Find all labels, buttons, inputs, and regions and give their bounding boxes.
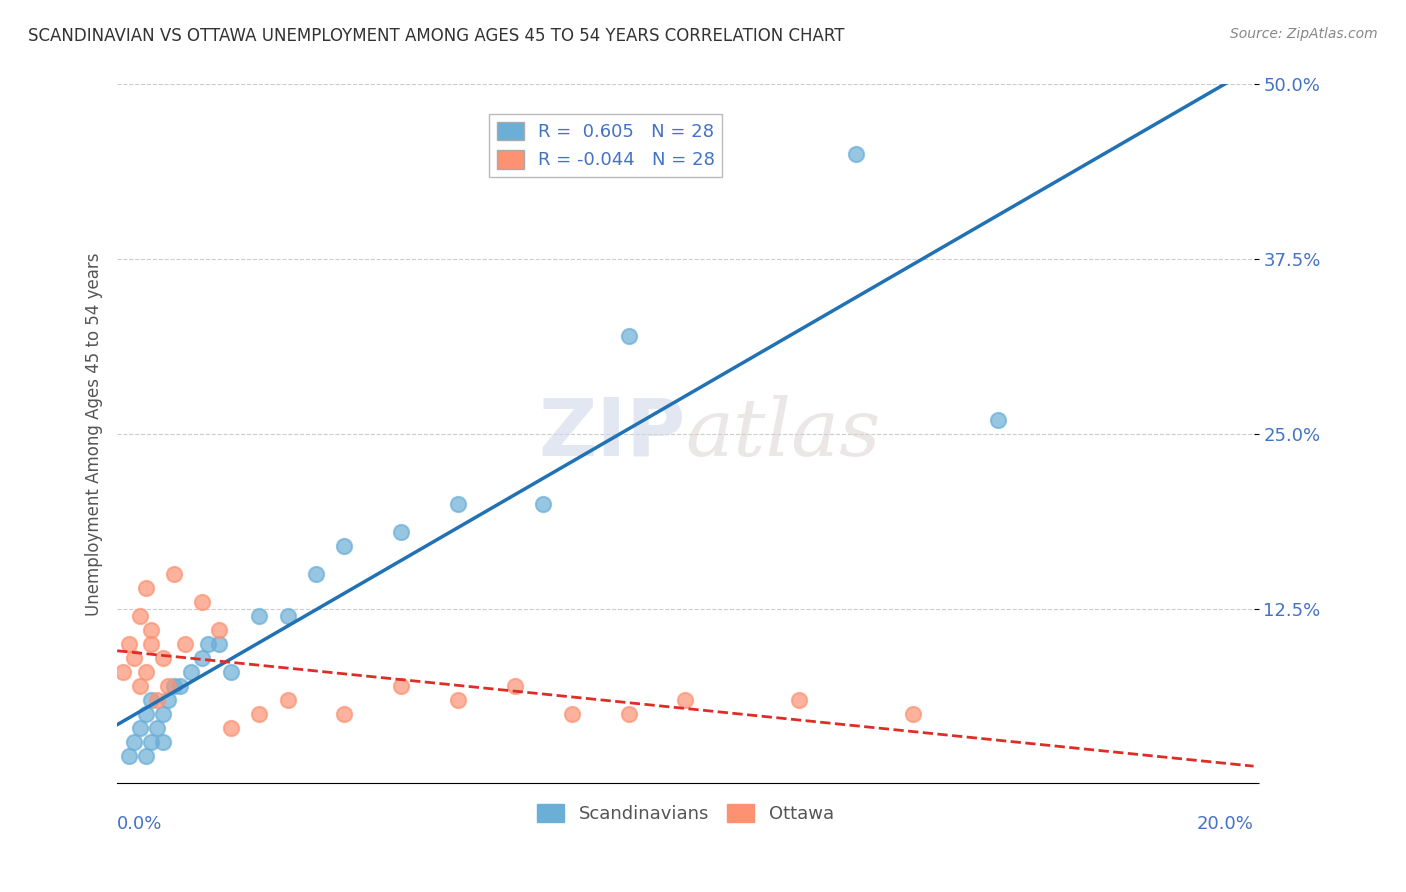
Point [135, 581, 157, 595]
Point [122, 734, 145, 748]
Point [163, 679, 186, 693]
Point [208, 637, 231, 651]
Text: 20.0%: 20.0% [1197, 815, 1254, 833]
Point [135, 706, 157, 721]
Point [117, 637, 139, 651]
Point [129, 721, 152, 735]
Text: ZIP: ZIP [538, 395, 685, 473]
Point [141, 623, 163, 637]
Point [117, 748, 139, 763]
Point [141, 734, 163, 748]
Point [617, 706, 640, 721]
Point [174, 637, 197, 651]
Point [333, 539, 356, 553]
Point [129, 679, 152, 693]
Point [191, 595, 214, 609]
Point [987, 413, 1010, 427]
Point [197, 637, 219, 651]
Point [141, 637, 163, 651]
Point [247, 706, 270, 721]
Point [389, 524, 412, 539]
Point [277, 608, 299, 623]
Point [305, 566, 328, 581]
Point [901, 706, 924, 721]
Point [152, 734, 174, 748]
Point [129, 608, 152, 623]
Point [447, 497, 470, 511]
Point [389, 679, 412, 693]
Point [617, 329, 640, 343]
Point [122, 650, 145, 665]
Text: 0.0%: 0.0% [117, 815, 163, 833]
Point [219, 721, 242, 735]
Point [333, 706, 356, 721]
Point [247, 608, 270, 623]
Legend: Scandinavians, Ottawa: Scandinavians, Ottawa [530, 797, 841, 830]
Point [787, 692, 810, 706]
Point [208, 623, 231, 637]
Point [561, 706, 583, 721]
Point [135, 748, 157, 763]
Point [169, 679, 191, 693]
Point [146, 721, 169, 735]
Text: Source: ZipAtlas.com: Source: ZipAtlas.com [1230, 27, 1378, 41]
Text: atlas: atlas [685, 395, 880, 473]
Point [163, 566, 186, 581]
Point [180, 665, 202, 679]
Point [111, 665, 134, 679]
Point [146, 692, 169, 706]
Point [277, 692, 299, 706]
Point [673, 692, 696, 706]
Point [152, 650, 174, 665]
Point [503, 679, 526, 693]
Point [447, 692, 470, 706]
Y-axis label: Unemployment Among Ages 45 to 54 years: Unemployment Among Ages 45 to 54 years [86, 252, 103, 615]
Point [191, 650, 214, 665]
Point [141, 692, 163, 706]
Point [531, 497, 554, 511]
Point [152, 706, 174, 721]
Point [135, 665, 157, 679]
Point [219, 665, 242, 679]
Point [157, 679, 180, 693]
Text: SCANDINAVIAN VS OTTAWA UNEMPLOYMENT AMONG AGES 45 TO 54 YEARS CORRELATION CHART: SCANDINAVIAN VS OTTAWA UNEMPLOYMENT AMON… [28, 27, 845, 45]
Point [845, 147, 868, 161]
Point [157, 692, 180, 706]
